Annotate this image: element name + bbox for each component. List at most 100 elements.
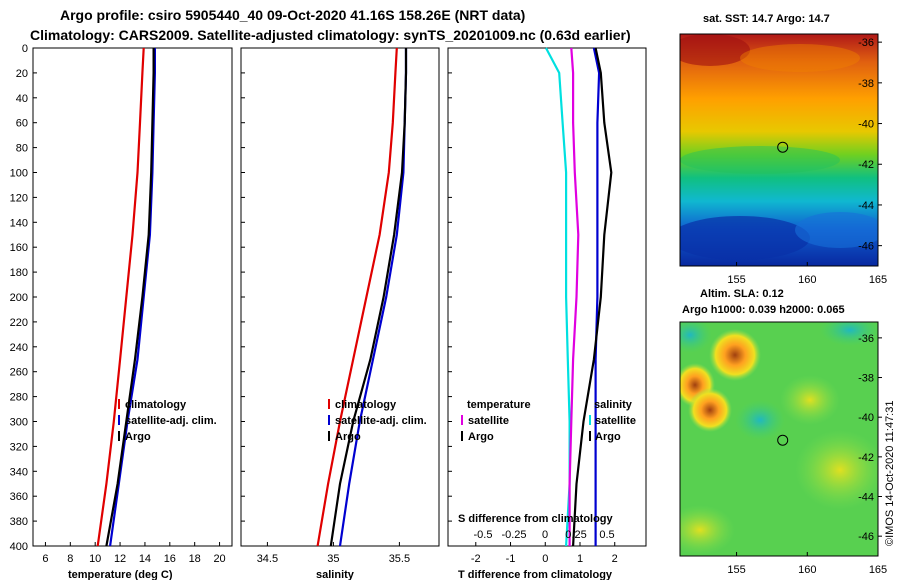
depth-tick-label: 320 [10, 441, 28, 453]
temperature-x-tick-label: 20 [213, 553, 225, 565]
sla-argo-position-marker [777, 434, 789, 446]
depth-tick-label: 80 [16, 143, 28, 155]
difference-x2-tick-label: -0.25 [501, 529, 526, 541]
depth-tick-label: 200 [10, 292, 28, 304]
sla-map [680, 322, 878, 556]
legend-argo-label: Argo [335, 431, 361, 443]
depth-tick-label: 180 [10, 267, 28, 279]
sst-lat-tick-label: -46 [858, 241, 874, 253]
sla-low-anomaly [820, 322, 878, 346]
sla-map-frame [679, 321, 879, 557]
sla-warm-anomaly [780, 375, 840, 425]
salinity-series-climatology [316, 47, 398, 547]
sla-lon-tick-label: 160 [798, 564, 816, 576]
legend-satellite-label: satellite [468, 415, 509, 427]
depth-tick-label: 120 [10, 192, 28, 204]
salinity-x-tick-label: 35.5 [389, 553, 410, 565]
difference-x2-label: S difference from climatology [458, 513, 614, 525]
depth-tick-label: 60 [16, 118, 28, 130]
sla-warm-anomaly [680, 505, 735, 555]
salinity-x-tick-label: 35 [327, 553, 339, 565]
temperature-x-tick-label: 6 [42, 553, 48, 565]
sla-lon-tick-label: 155 [727, 564, 745, 576]
difference-series-salinity-argo [572, 47, 613, 547]
difference-x-tick-label: -1 [506, 553, 516, 565]
figure-title-line1: Argo profile: csiro 5905440_40 09-Oct-20… [60, 7, 525, 23]
difference-series-temperature-satellite [568, 47, 580, 546]
depth-tick-label: 40 [16, 93, 28, 105]
sst-map-title: sat. SST: 14.7 Argo: 14.7 [703, 13, 830, 25]
legend-temperature-heading: temperature [467, 399, 531, 411]
temperature-x-label: temperature (deg C) [68, 569, 173, 580]
sst-map-frame [679, 33, 879, 267]
sla-map-title: Altim. SLA: 0.12 [700, 288, 784, 300]
depth-tick-label: 20 [16, 68, 28, 80]
difference-x2-tick-label: 0 [542, 529, 548, 541]
difference-series-salinity-satellite [545, 47, 571, 547]
sst-argo-position-marker [777, 141, 789, 153]
sla-low-anomaly [680, 322, 712, 353]
temperature-legend: climatology satellite-adj. clim. Argo [118, 399, 217, 443]
depth-tick-label: 140 [10, 217, 28, 229]
depth-tick-label: 240 [10, 342, 28, 354]
depth-tick-label: 340 [10, 466, 28, 478]
sst-lat-tick-label: -44 [858, 200, 874, 212]
temperature-series-satellite-adj-clim- [109, 48, 156, 547]
salinity-x-label: salinity [316, 569, 355, 580]
imos-watermark: ©IMOS 14-Oct-2020 11:47:31 [884, 401, 896, 546]
depth-axis: 0 20 40 60 80 100 120 140 160 180 200 220 240 260 280 3… [10, 43, 452, 553]
temperature-x-tick-label: 8 [67, 553, 73, 565]
sla-lat-tick-label: -38 [858, 373, 874, 385]
temperature-x-tick-label: 10 [89, 553, 101, 565]
difference-legend-temperature: temperature satellite Argo [461, 399, 531, 443]
salinity-legend: climatology satellite-adj. clim. Argo [328, 399, 427, 443]
sla-map-subtitle: Argo h1000: 0.039 h2000: 0.065 [682, 304, 845, 316]
sla-lon-tick-label: 165 [869, 564, 887, 576]
depth-tick-label: 220 [10, 317, 28, 329]
sst-lat-tick-label: -38 [858, 78, 874, 90]
sst-map-axes: 155 160 165 -36 -38 -40 -42 -44 -46 [727, 37, 887, 286]
temperature-x-tick-label: 18 [189, 553, 201, 565]
salinity-plot: 34.5 35 35.5 [257, 47, 410, 565]
legend-satellite-label: satellite-adj. clim. [125, 415, 217, 427]
legend-argo-label: Argo [125, 431, 151, 443]
difference-x-tick-label: -2 [471, 553, 481, 565]
sla-lat-tick-label: -46 [858, 531, 874, 543]
sla-lat-tick-label: -44 [858, 492, 874, 504]
sst-lon-tick-label: 160 [798, 274, 816, 286]
depth-tick-label: 400 [10, 541, 28, 553]
sla-map-axes: 155 160 165 -36 -38 -40 -42 -44 -46 [727, 333, 887, 576]
difference-x-label: T difference from climatology [458, 569, 613, 580]
sla-high-anomaly [709, 329, 761, 381]
legend-satellite-label: satellite [595, 415, 636, 427]
sla-warm-anomaly [795, 430, 878, 510]
sst-lon-tick-label: 165 [869, 274, 887, 286]
depth-tick-label: 380 [10, 516, 28, 528]
temperature-x-tick-label: 16 [164, 553, 176, 565]
temperature-x-tick-label: 14 [139, 553, 151, 565]
depth-tick-label: 360 [10, 491, 28, 503]
legend-climatology-label: climatology [125, 399, 187, 411]
temperature-x-tick-label: 12 [114, 553, 126, 565]
sst-warm-patch [740, 44, 860, 72]
difference-x2-tick-label: 0.5 [599, 529, 614, 541]
temperature-plot-frame [32, 47, 233, 547]
sla-low-anomaly [735, 400, 785, 440]
depth-tick-label: 300 [10, 417, 28, 429]
difference-x-tick-label: 1 [577, 553, 583, 565]
difference-plot: -2 -1 0 1 2 -0.5 -0.25 0 0.25 0.5 [471, 47, 618, 565]
temperature-series-climatology [96, 47, 145, 547]
depth-tick-label: 280 [10, 392, 28, 404]
difference-x2-tick-label: -0.5 [474, 529, 493, 541]
sst-map [680, 34, 878, 266]
sla-lat-tick-label: -42 [858, 452, 874, 464]
depth-tick-label: 160 [10, 242, 28, 254]
sla-lat-tick-label: -36 [858, 333, 874, 345]
sla-high-anomaly [688, 388, 732, 432]
salinity-series-satellite-adj-clim- [338, 48, 408, 547]
difference-legend-salinity: salinity satellite Argo [589, 399, 636, 443]
sst-lon-tick-label: 155 [727, 274, 745, 286]
difference-x2-tick-label: 0.25 [565, 529, 586, 541]
sst-lat-tick-label: -36 [858, 37, 874, 49]
